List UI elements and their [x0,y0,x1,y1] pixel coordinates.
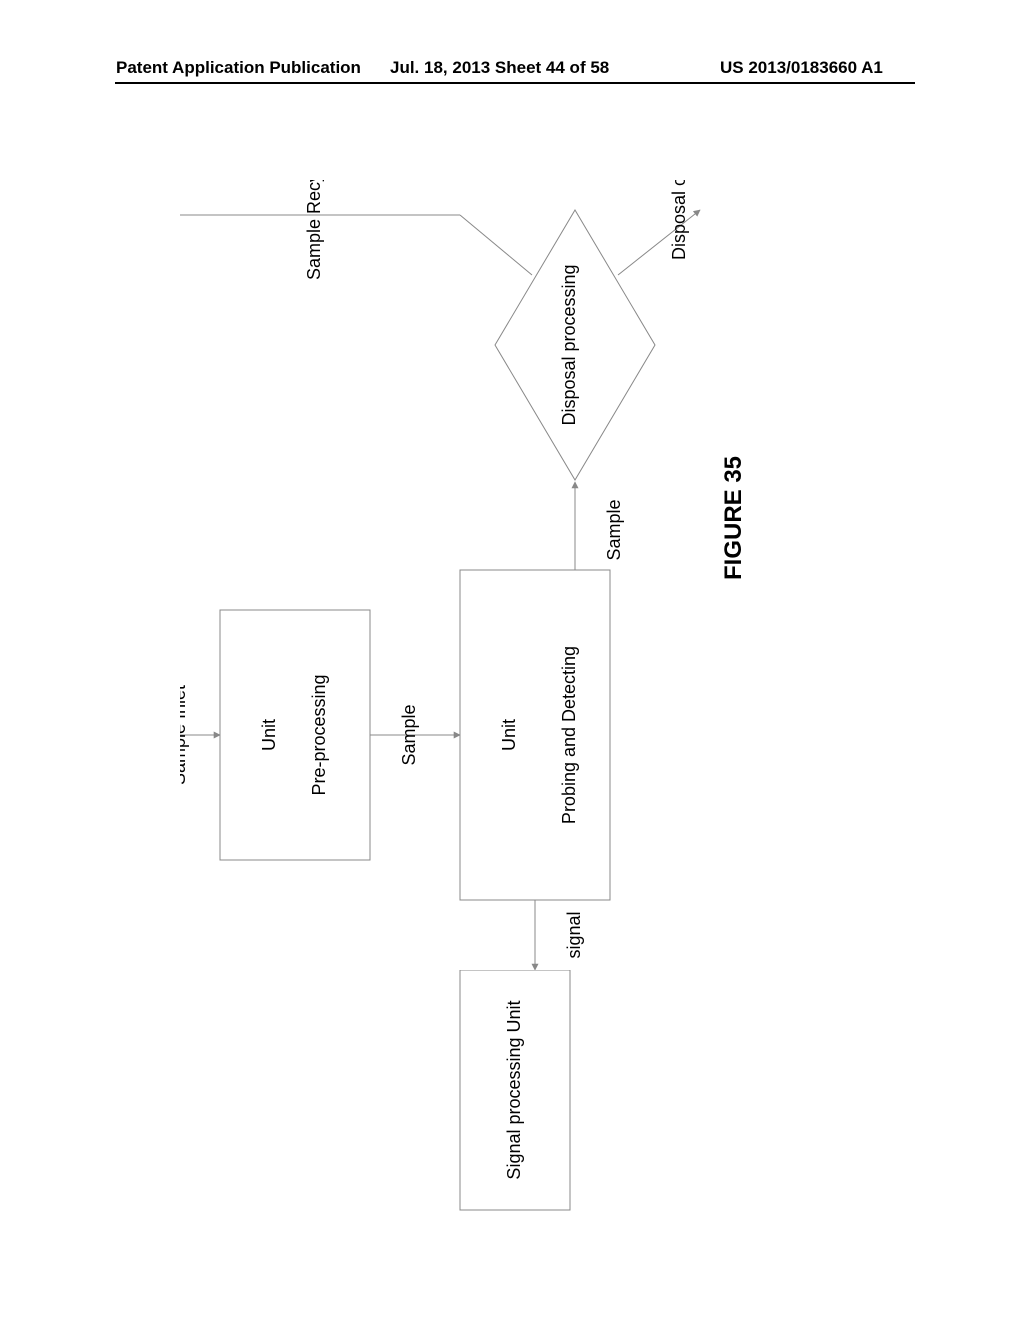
node-signal-text: Signal processing Unit [504,1000,524,1179]
label-sample-mid: Sample [399,704,419,765]
node-disposal-text: Disposal processing [559,264,579,425]
header-rule [115,82,915,84]
header-right: US 2013/0183660 A1 [720,58,883,78]
header-left: Patent Application Publication [116,58,361,78]
figure-caption: FIGURE 35 [720,456,748,580]
page: Patent Application Publication Jul. 18, … [0,0,1024,1320]
label-disposal-outlet: Disposal outlet [669,180,689,260]
flowchart-diagram: Pre-processing Unit Probing and Detectin… [180,180,740,1080]
node-preproc-l1: Pre-processing [309,674,329,795]
node-preproc-l2: Unit [259,719,279,751]
label-signal-real: signal [564,911,584,958]
node-probing-l1: Probing and Detecting [559,646,579,824]
header-mid: Jul. 18, 2013 Sheet 44 of 58 [390,58,609,78]
label-inlet: Sample Inlet [180,685,189,785]
label-sample-to-disposal: Sample [604,499,624,560]
node-probing-l2: Unit [499,719,519,751]
label-sample-recycle: Sample Recycle [304,180,324,280]
